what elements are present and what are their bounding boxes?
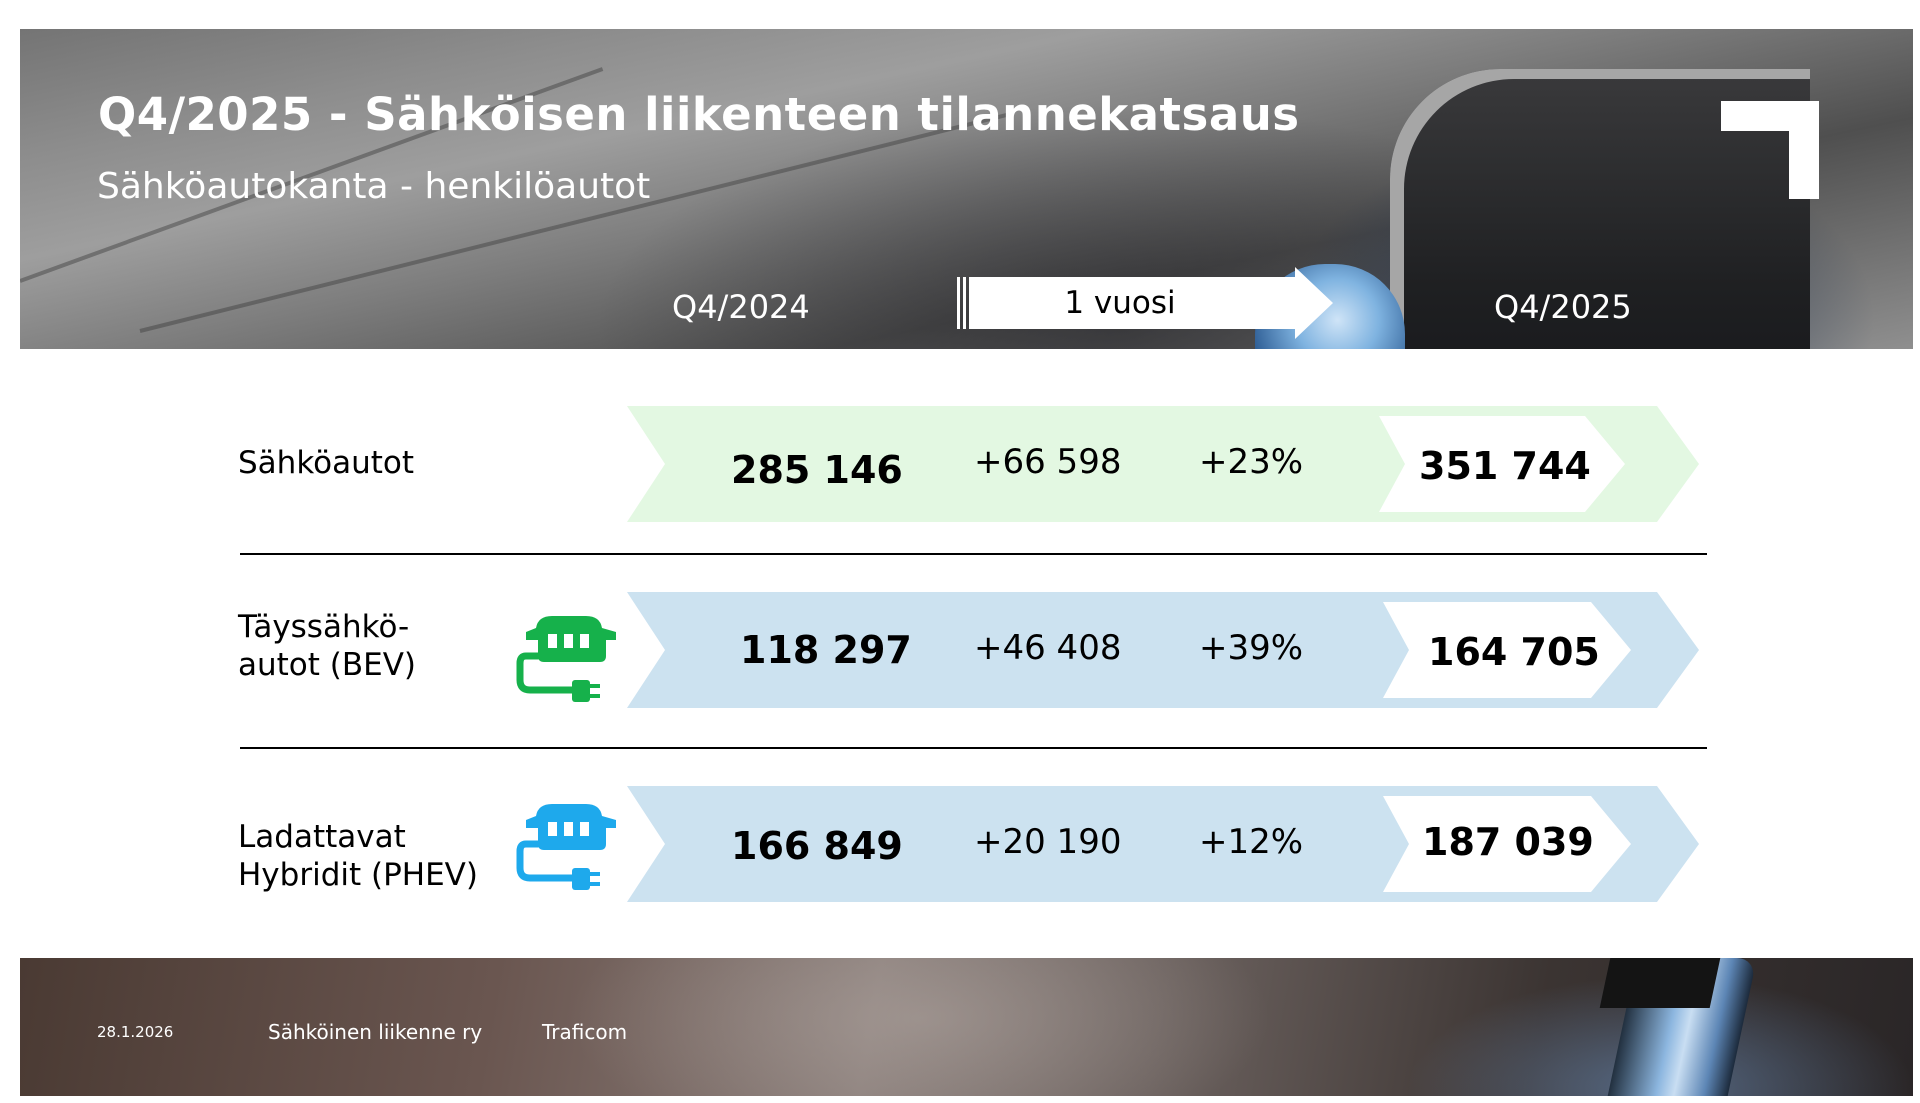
current-value: 187 039 bbox=[1422, 820, 1594, 864]
row-divider bbox=[240, 553, 1707, 555]
stat-row-phev: Ladattavat Hybridit (PHEV) 166 849 +20 1… bbox=[0, 786, 1920, 902]
previous-value: 118 297 bbox=[740, 628, 912, 672]
current-value-chevron bbox=[1383, 602, 1631, 698]
hybrid-charging-station-icon bbox=[516, 804, 616, 890]
change-value: +20 190 bbox=[974, 822, 1122, 862]
charging-connector-image bbox=[1599, 958, 1721, 1008]
stat-row-all-ev: Sähköautot 285 146 +66 598 +23% 351 744 bbox=[0, 406, 1920, 522]
row-label: Täyssähkö- autot (BEV) bbox=[238, 609, 417, 683]
stat-row-bev: Täyssähkö- autot (BEV) 118 297 +46 408 +… bbox=[0, 592, 1920, 708]
row-label: Ladattavat Hybridit (PHEV) bbox=[238, 819, 478, 893]
change-value: +66 598 bbox=[974, 442, 1122, 482]
traficom-logo-icon bbox=[1721, 101, 1819, 199]
ev-charging-station-icon bbox=[516, 616, 616, 702]
period-to-label: Q4/2025 bbox=[1494, 288, 1632, 326]
footer-source-1: Sähköinen liikenne ry bbox=[268, 1020, 483, 1044]
period-arrow: 1 vuosi bbox=[955, 267, 1335, 343]
background-streak bbox=[139, 111, 1014, 333]
period-arrow-label: 1 vuosi bbox=[1064, 285, 1176, 321]
footer-banner: 28.1.2026 Sähköinen liikenne ry Traficom bbox=[20, 958, 1913, 1096]
current-value-chevron bbox=[1379, 416, 1625, 512]
current-value-chevron bbox=[1383, 796, 1631, 892]
footer-source-2: Traficom bbox=[542, 1020, 628, 1044]
current-value: 164 705 bbox=[1428, 630, 1600, 674]
page-title: Q4/2025 - Sähköisen liikenteen tilanneka… bbox=[98, 88, 1300, 141]
period-from-label: Q4/2024 bbox=[672, 288, 810, 326]
row-label: Sähköautot bbox=[238, 445, 415, 481]
previous-value: 166 849 bbox=[731, 824, 903, 868]
change-percent: +39% bbox=[1199, 628, 1304, 668]
footer-date: 28.1.2026 bbox=[97, 1023, 174, 1041]
change-percent: +23% bbox=[1199, 442, 1304, 482]
current-value: 351 744 bbox=[1419, 444, 1591, 488]
change-percent: +12% bbox=[1199, 822, 1304, 862]
page-subtitle: Sähköautokanta - henkilöautot bbox=[97, 166, 651, 207]
row-divider bbox=[240, 747, 1707, 749]
stat-band bbox=[627, 592, 1699, 708]
stat-band bbox=[627, 786, 1699, 902]
change-value: +46 408 bbox=[974, 628, 1122, 668]
stat-band bbox=[627, 406, 1699, 522]
arrow-right-icon bbox=[957, 267, 1333, 339]
previous-value: 285 146 bbox=[731, 448, 903, 492]
